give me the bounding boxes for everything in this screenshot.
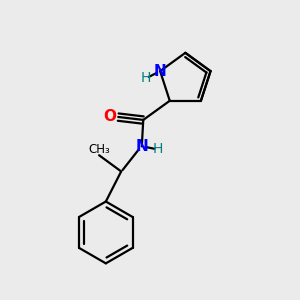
Text: H: H bbox=[140, 71, 151, 85]
Text: N: N bbox=[135, 139, 148, 154]
Text: N: N bbox=[154, 64, 167, 79]
Text: H: H bbox=[153, 142, 163, 156]
Text: O: O bbox=[103, 109, 116, 124]
Text: CH₃: CH₃ bbox=[88, 143, 110, 156]
